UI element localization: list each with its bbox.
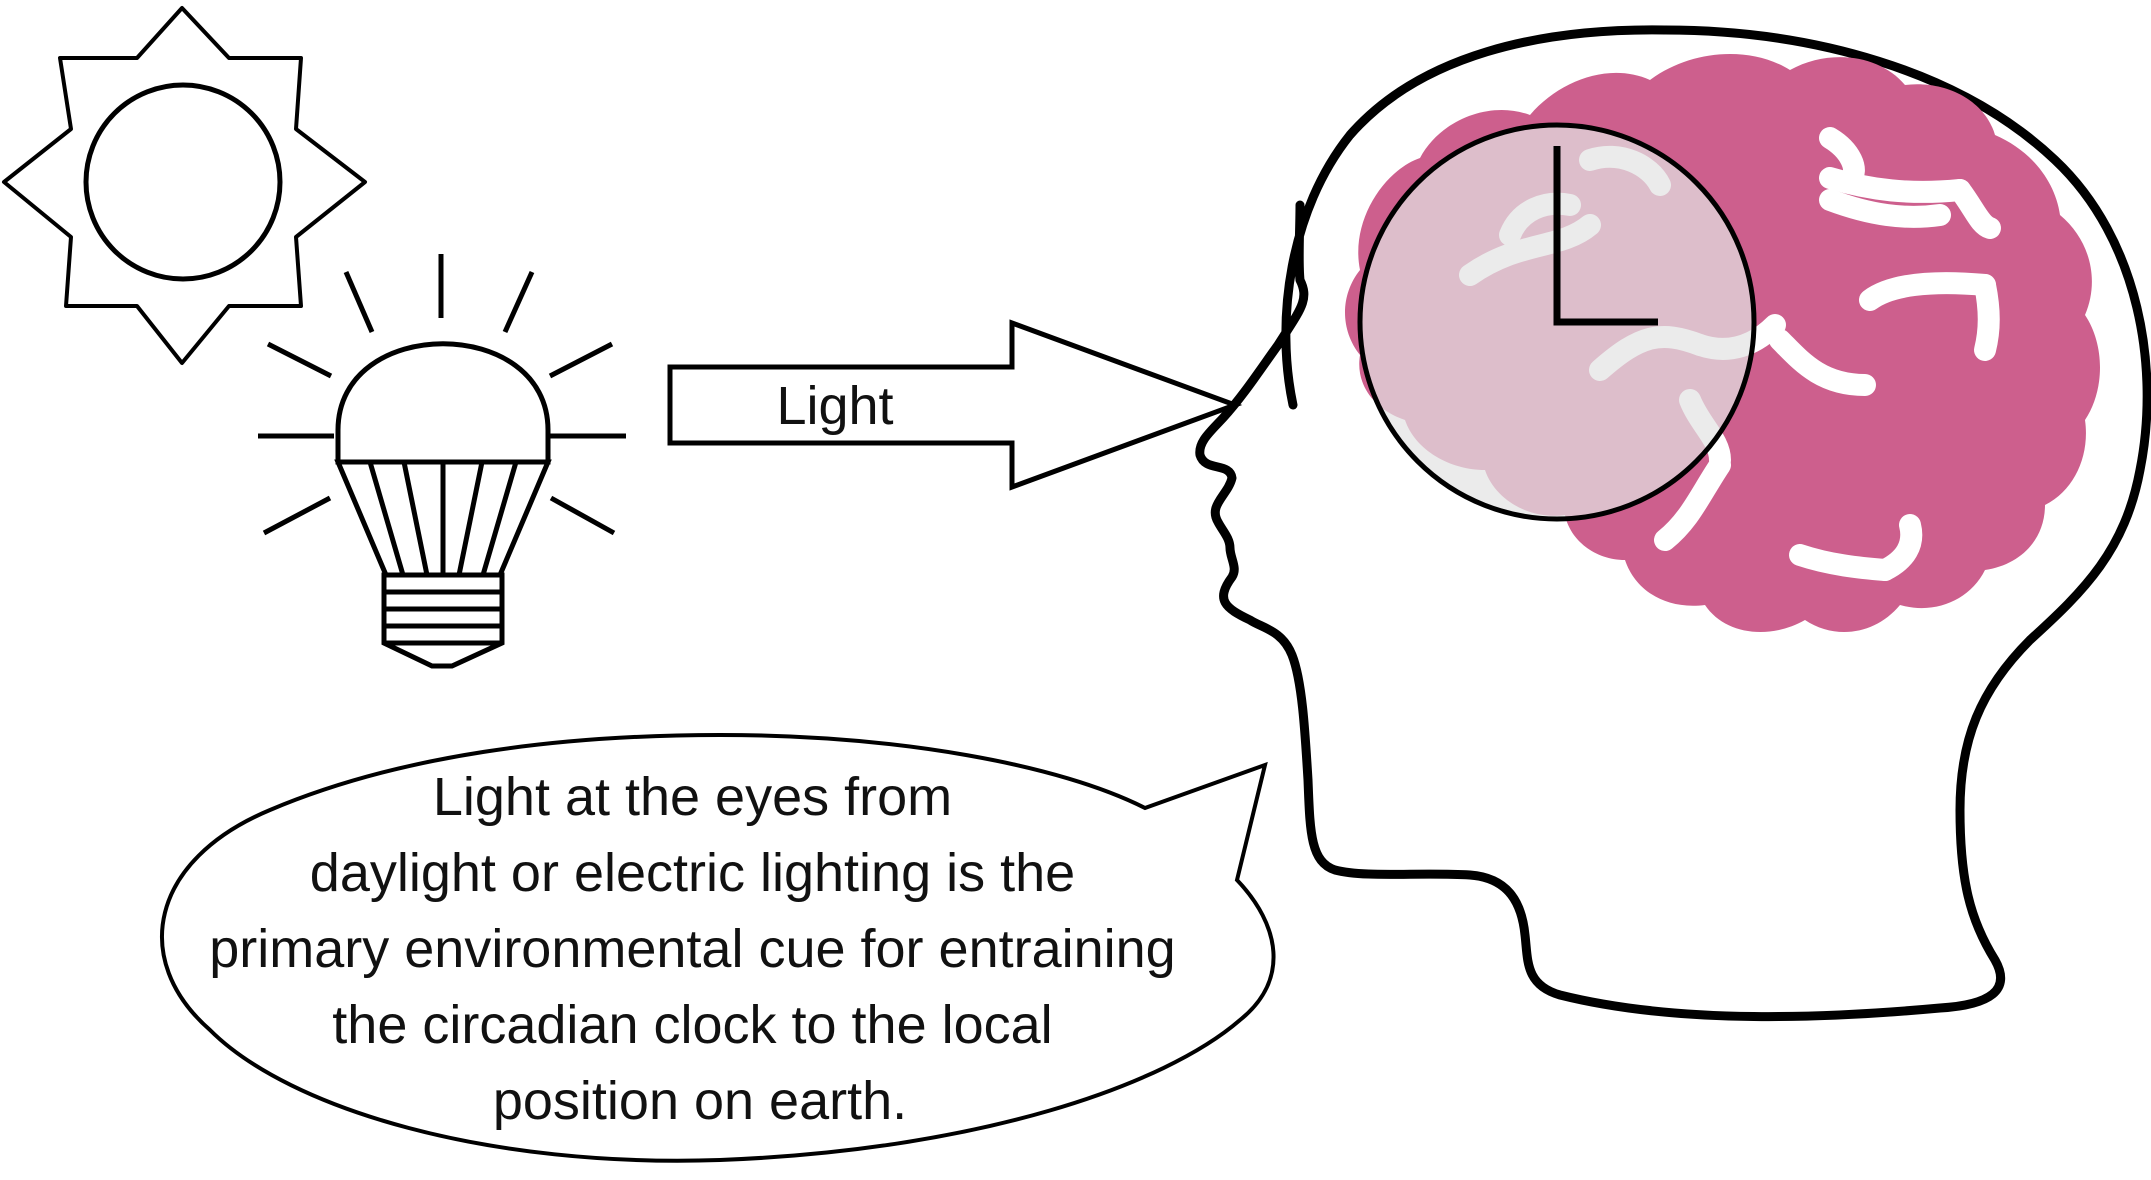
clock-icon [1357, 122, 1757, 522]
bulb-rays [258, 254, 626, 536]
human-head-icon [1195, 25, 2151, 1022]
bubble-line: daylight or electric lighting is the [310, 843, 1075, 903]
bulb-threads [384, 589, 502, 646]
bubble-outline [160, 732, 1276, 1163]
arrow-shape [667, 319, 1243, 491]
light-arrow: Light [667, 319, 1243, 491]
bulb-base [381, 572, 505, 669]
arrow-label: Light [776, 376, 893, 436]
bubble-line: the circadian clock to the local [332, 995, 1052, 1055]
bubble-line: Light at the eyes from [433, 767, 952, 827]
bulb-glass [335, 341, 551, 465]
bubble-line: position on earth. [493, 1071, 907, 1131]
head-outline [1195, 25, 2151, 1022]
bubble-line: primary environmental cue for entraining [209, 919, 1175, 979]
light-bulb-icon [258, 254, 626, 669]
speech-bubble: Light at the eyes from daylight or elect… [160, 732, 1276, 1163]
bubble-text: Light at the eyes from daylight or elect… [209, 767, 1190, 1131]
sun-disc [83, 82, 283, 282]
sun-rays [2, 6, 367, 365]
sun-icon [2, 6, 367, 365]
clock-hands [1553, 146, 1658, 326]
bulb-ribs [367, 461, 519, 576]
